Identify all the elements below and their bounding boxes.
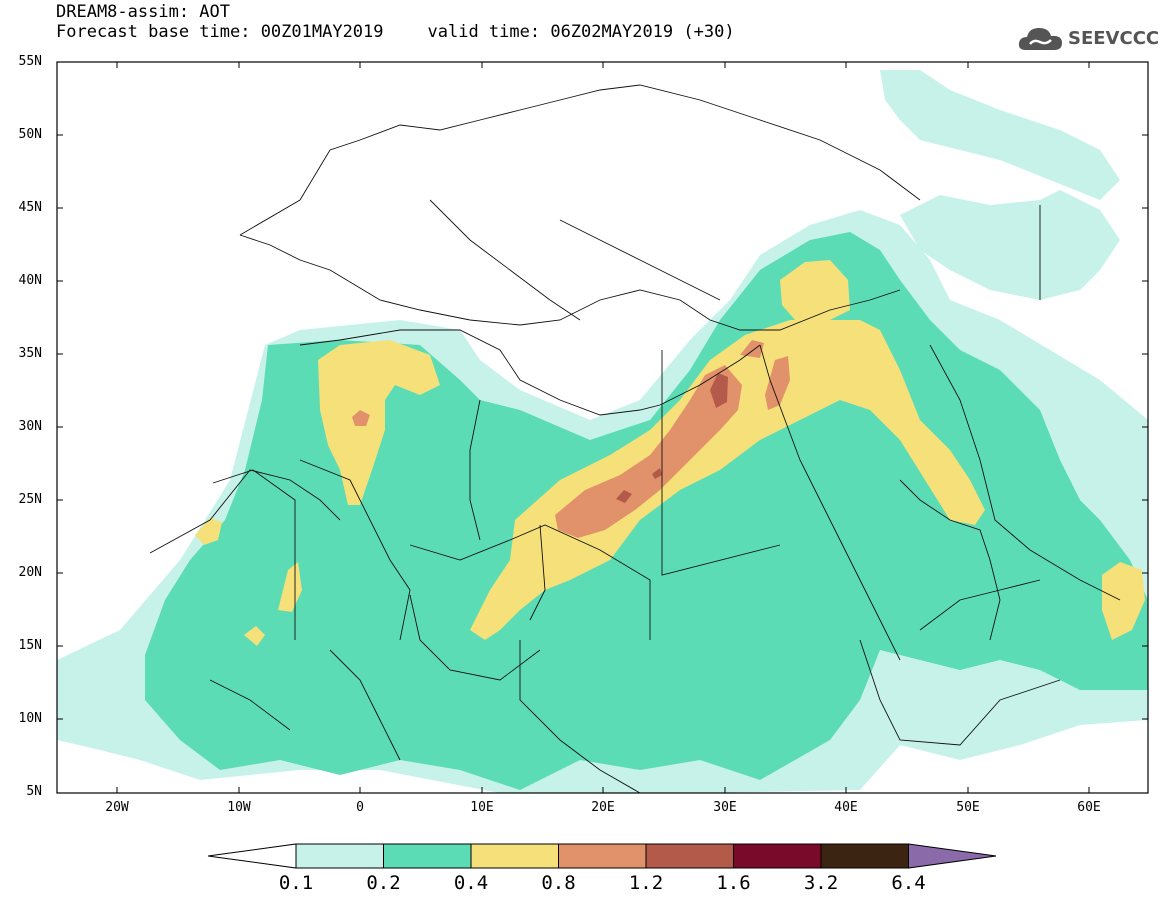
aot-0.4-mauritania — [195, 518, 222, 545]
colorbar-over-arrow — [908, 843, 997, 869]
colorbar-swatch-3 — [470, 843, 559, 869]
aot-0.4-algeria — [318, 340, 440, 505]
forecast-times: Forecast base time: 00Z01MAY2019 valid ti… — [56, 22, 735, 42]
lon-label: 30E — [713, 800, 737, 815]
lat-label: 15N — [18, 638, 42, 653]
colorbar-swatch-6 — [733, 843, 822, 869]
seevccc-logo: SEEVCCC — [1018, 24, 1160, 54]
aot-0.4-oman — [1102, 562, 1145, 640]
map-title: DREAM8-assim: AOT — [56, 2, 230, 22]
lon-label: 40E — [834, 800, 858, 815]
aot-0.4-anatolia — [780, 260, 850, 320]
aot-0.1-steppe — [880, 70, 1120, 200]
lon-label: 10E — [470, 800, 494, 815]
lat-label: 45N — [18, 200, 42, 215]
colorbar-label: 3.2 — [803, 872, 839, 894]
cloud-icon — [1018, 28, 1062, 50]
lat-label: 10N — [18, 711, 42, 726]
lon-label: 10W — [227, 800, 251, 815]
lat-label: 40N — [18, 273, 42, 288]
lat-label: 25N — [18, 492, 42, 507]
lon-label: 0 — [356, 800, 364, 815]
colorbar-under-arrow — [207, 843, 297, 869]
aot-0.1-caucasus — [900, 190, 1120, 300]
lon-label: 20W — [105, 800, 129, 815]
logo-text: SEEVCCC — [1068, 28, 1160, 49]
colorbar — [207, 843, 997, 869]
aot-0.8-egypt-libya — [555, 365, 742, 538]
lon-label: 20E — [591, 800, 615, 815]
aot-0.8-sinai — [740, 340, 764, 358]
aot-1.2-core — [710, 373, 728, 408]
aot-1.2-libya-2 — [652, 468, 662, 479]
base-time: Forecast base time: 00Z01MAY2019 — [56, 22, 384, 42]
colorbar-swatch-1 — [295, 843, 384, 869]
aot-0.4-mali — [278, 562, 302, 612]
map-ticks — [57, 61, 1148, 793]
aot-0.4-senegal — [244, 626, 265, 646]
colorbar-swatch-2 — [383, 843, 472, 869]
lat-label: 20N — [18, 565, 42, 580]
colorbar-swatch-7 — [820, 843, 909, 869]
colorbar-label: 1.6 — [716, 872, 751, 894]
lat-label: 5N — [26, 784, 42, 799]
lon-label: 60E — [1077, 800, 1101, 815]
aot-0.8-levant — [765, 356, 790, 410]
country-borders — [149, 84, 1121, 793]
colorbar-label: 1.2 — [628, 872, 664, 894]
lat-label: 35N — [18, 346, 42, 361]
aot-1.2-libya — [616, 490, 632, 503]
lat-label: 30N — [18, 419, 42, 434]
aot-0.8-algeria-spot — [352, 410, 370, 426]
colorbar-label: 0.8 — [541, 872, 576, 894]
colorbar-label: 0.1 — [278, 872, 314, 894]
colorbar-label: 0.4 — [453, 872, 489, 894]
valid-time: valid time: 06Z02MAY2019 (+30) — [427, 22, 735, 42]
lat-label: 55N — [18, 54, 42, 69]
aot-0.4-plume — [470, 320, 985, 640]
colorbar-label: 0.2 — [366, 872, 401, 894]
colorbar-label: 6.4 — [891, 872, 926, 894]
lat-label: 50N — [18, 127, 42, 142]
colorbar-swatch-4 — [558, 843, 647, 869]
lon-label: 50E — [956, 800, 980, 815]
aot-contours — [57, 70, 1148, 793]
colorbar-swatch-5 — [645, 843, 734, 869]
